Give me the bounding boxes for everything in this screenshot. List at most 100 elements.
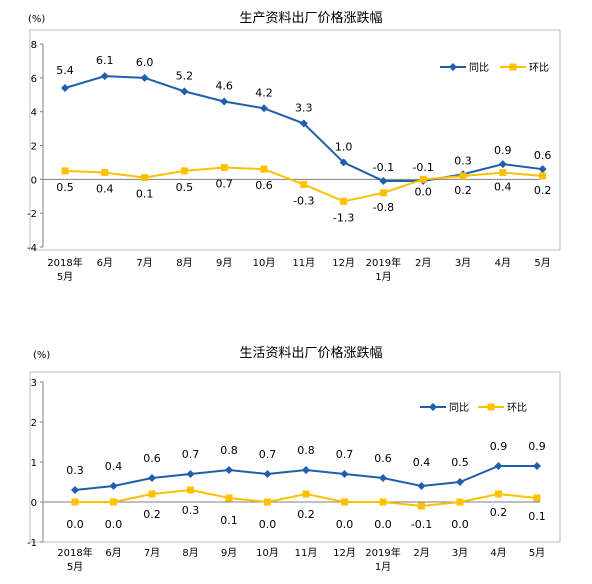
data-point [61, 167, 69, 175]
chart-panel-2: 生活资料出厂价格涨跌幅 (%) -1 0 1 2 3 2018年 5月 6月 7月 8月 9月 10月 11… [27, 345, 561, 573]
data-point [110, 498, 117, 506]
data-point [341, 498, 348, 506]
data-label: 6.1 [96, 54, 114, 67]
data-point [302, 490, 310, 498]
data-label: 0.4 [105, 460, 123, 473]
data-point [263, 470, 272, 478]
data-point [71, 498, 79, 506]
plot-frame [29, 29, 561, 251]
x-tick-label: 10月 [256, 547, 279, 559]
data-label: 1.0 [335, 140, 353, 153]
data-label: 0.6 [143, 452, 161, 465]
data-point [264, 498, 271, 506]
data-label: 0.5 [56, 181, 74, 194]
data-label: 0.9 [528, 440, 546, 453]
data-point [186, 470, 195, 478]
data-point [533, 494, 541, 502]
y-unit-label: (%) [33, 350, 50, 361]
data-label: 0.0 [414, 185, 432, 198]
x-tick-label: 5月 [529, 547, 545, 559]
data-point [419, 175, 427, 183]
data-point [100, 72, 109, 81]
data-label: -0.1 [373, 161, 394, 174]
chart-panel-1: 生产资料出厂价格涨跌幅 (%) -4 -2 0 2 4 6 8 2018年 5月 6月 7月 8月 9月 10… [27, 10, 561, 283]
x-tick-label: 6月 [105, 547, 121, 559]
data-point [379, 498, 387, 506]
data-label: 0.0 [374, 518, 392, 531]
data-point [495, 490, 502, 498]
data-point [220, 97, 229, 106]
y-tick-label: 0 [31, 175, 37, 186]
data-point [180, 167, 188, 175]
x-tick-label: 2019年 [366, 256, 401, 269]
x-tick-label: 10月 [253, 257, 276, 269]
data-point [71, 486, 79, 494]
data-label: 0.7 [259, 448, 277, 461]
data-label: 0.2 [143, 508, 161, 521]
data-point [148, 490, 156, 498]
x-tick-label: 8月 [182, 547, 198, 559]
series-yoy: 0.3 0.4 0.6 0.7 0.8 0.7 0.8 0.7 0.6 0.4 0.5 0.9 0.9 [66, 440, 546, 494]
data-point [340, 470, 349, 478]
data-label: 6.0 [136, 56, 154, 69]
x-tick-label: 7月 [144, 547, 160, 559]
data-point [538, 165, 547, 174]
data-label: 0.0 [66, 518, 84, 531]
y-tick-label: 1 [31, 458, 37, 469]
data-label: 5.2 [176, 69, 194, 82]
data-point [379, 177, 388, 186]
x-tick-label: 8月 [176, 257, 192, 269]
y-tick-label: 2 [31, 418, 37, 429]
data-label: 0.2 [534, 184, 552, 197]
y-unit-label: (%) [28, 14, 45, 25]
legend-marker [429, 403, 437, 411]
data-label: -1.3 [333, 211, 354, 224]
data-label: -0.3 [293, 194, 314, 207]
x-tick-label: 2018年 [57, 546, 92, 559]
data-point [140, 73, 149, 82]
data-label: -0.1 [412, 161, 433, 174]
legend: 同比 环比 [440, 62, 549, 74]
data-point [456, 478, 464, 486]
data-label: -0.1 [411, 518, 432, 531]
data-label: 0.9 [494, 144, 512, 157]
data-point [379, 189, 387, 197]
x-tick-label: 3月 [455, 257, 471, 269]
data-label: 0.2 [297, 508, 315, 521]
data-point [148, 474, 156, 482]
x-tick-label: 9月 [221, 547, 237, 559]
x-tick-label: 12月 [332, 257, 355, 269]
data-label: 0.1 [528, 510, 546, 523]
data-point [418, 502, 425, 510]
data-point [180, 87, 189, 96]
data-label: 0.5 [176, 181, 194, 194]
chart-title: 生活资料出厂价格涨跌幅 [239, 345, 382, 361]
data-point [494, 462, 503, 470]
x-tick-label: 2月 [415, 257, 431, 269]
legend-marker [449, 63, 457, 71]
data-point [299, 119, 308, 128]
x-tick-label: 4月 [490, 547, 506, 559]
data-label: 0.4 [96, 183, 114, 196]
data-label: 0.8 [220, 444, 238, 457]
x-tick-label: 5月 [57, 271, 73, 283]
data-label: 0.6 [374, 452, 392, 465]
data-label: 3.3 [295, 102, 313, 115]
x-tick-label: 4月 [495, 257, 511, 269]
data-point [225, 466, 233, 474]
data-label: 0.1 [136, 188, 154, 201]
plot-frame [29, 371, 561, 543]
legend: 同比 环比 [420, 402, 527, 414]
y-tick-label: -1 [27, 538, 37, 549]
data-label: 4.6 [215, 80, 233, 93]
y-tick-label: 3 [31, 378, 37, 389]
data-label: 0.4 [494, 181, 512, 194]
x-tick-label: 11月 [292, 257, 315, 269]
y-tick-label: 0 [31, 498, 37, 509]
data-point [498, 160, 507, 169]
x-tick-label: 12月 [333, 547, 356, 559]
data-label: 0.7 [336, 448, 354, 461]
x-tick-label: 1月 [375, 271, 391, 283]
data-point [379, 474, 387, 482]
data-label: 0.3 [66, 464, 84, 477]
